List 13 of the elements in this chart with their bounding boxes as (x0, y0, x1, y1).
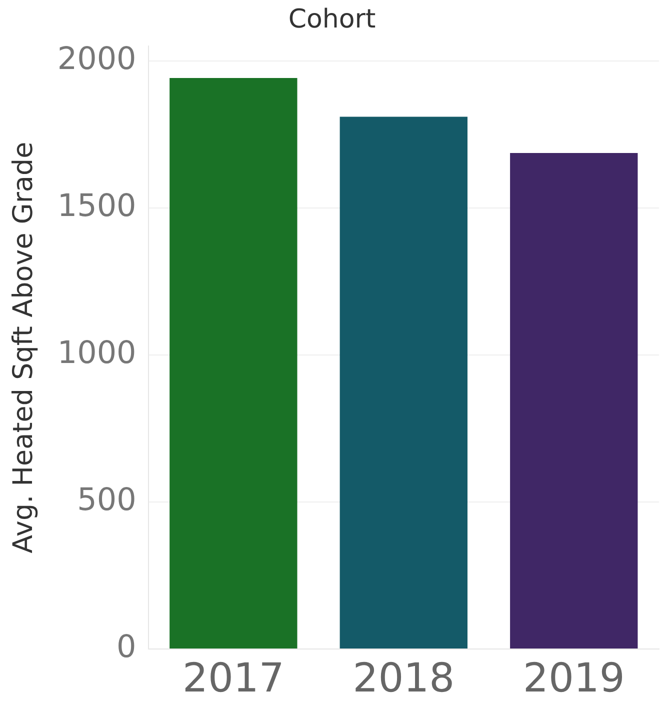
y-axis-title: Avg. Heated Sqft Above Grade (8, 142, 40, 554)
y-tick-label: 500 (77, 482, 136, 518)
x-tick-label: 2017 (182, 655, 284, 702)
y-tick-label: 1500 (57, 188, 136, 224)
x-tick-label: 2019 (522, 655, 625, 702)
y-tick-label: 2000 (57, 40, 136, 77)
chart-title: Cohort (288, 4, 376, 34)
bar (340, 116, 468, 648)
bar (170, 78, 298, 648)
y-tick-label: 1000 (57, 335, 136, 371)
y-tick-label: 0 (116, 629, 136, 666)
bar (510, 152, 638, 648)
x-tick-label: 2018 (352, 655, 455, 702)
